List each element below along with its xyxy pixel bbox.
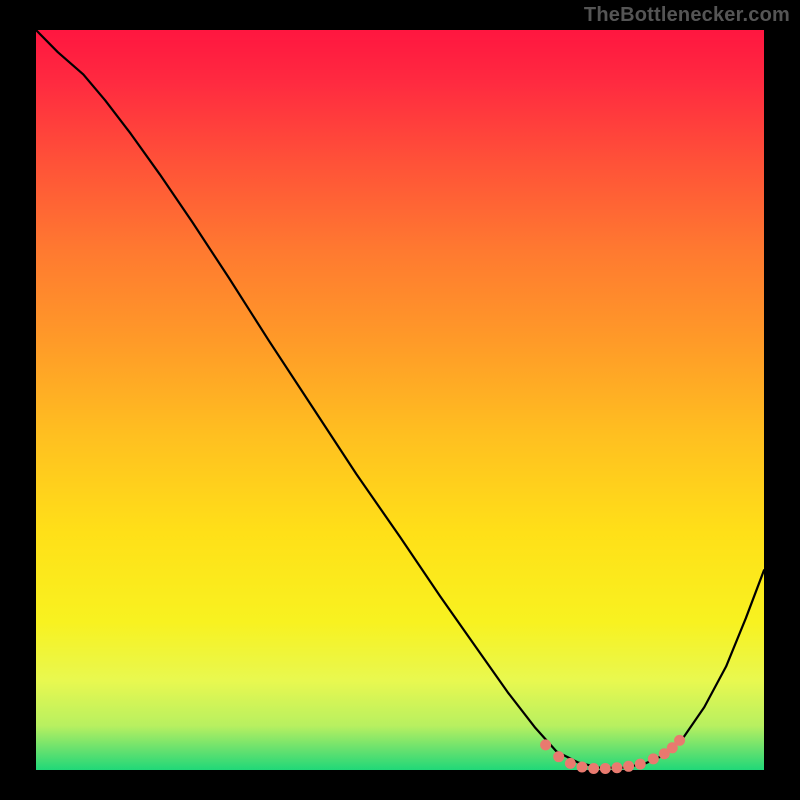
marker-dot	[565, 758, 576, 769]
marker-dot	[648, 753, 659, 764]
marker-dot	[553, 751, 564, 762]
marker-dot	[674, 735, 685, 746]
chart-stage: TheBottlenecker.com	[0, 0, 800, 800]
marker-dot	[623, 761, 634, 772]
marker-dot	[540, 739, 551, 750]
bottleneck-chart	[0, 0, 800, 800]
marker-dot	[611, 762, 622, 773]
plot-background	[36, 30, 764, 770]
marker-dot	[635, 759, 646, 770]
marker-dot	[600, 763, 611, 774]
marker-dot	[588, 763, 599, 774]
marker-dot	[577, 762, 588, 773]
